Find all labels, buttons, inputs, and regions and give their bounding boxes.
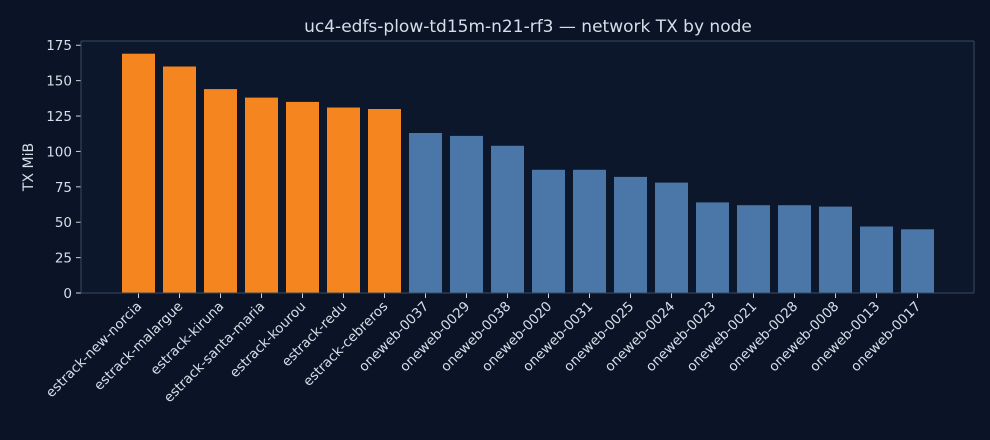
bar-estrack-kourou	[286, 101, 319, 294]
axes-frame	[80, 40, 975, 294]
y-tick-label-25: 25	[55, 251, 72, 267]
bar-estrack-new-norcia	[122, 53, 155, 294]
bar-oneweb-0017	[901, 229, 934, 293]
bar-oneweb-0031	[573, 169, 606, 293]
y-tick-label-100: 100	[46, 144, 72, 160]
bar-estrack-kiruna	[204, 89, 237, 293]
y-tick-label-50: 50	[55, 215, 72, 231]
bar-estrack-santa-maria	[245, 97, 278, 293]
bar-oneweb-0028	[778, 205, 811, 293]
bar-oneweb-0013	[860, 226, 893, 293]
y-ticks-group: 0 25 50 75 100 125 150 175	[46, 38, 81, 302]
y-axis-label: TX MiB	[21, 143, 37, 192]
bar-oneweb-0024	[655, 182, 688, 293]
bar-oneweb-0008	[819, 206, 852, 293]
chart-title: uc4-edfs-plow-td15m-n21-rf3 — network TX…	[304, 17, 752, 37]
bar-oneweb-0029	[450, 135, 483, 293]
y-tick-label-125: 125	[46, 109, 72, 125]
bar-oneweb-0020	[532, 169, 565, 293]
bar-oneweb-0021	[737, 205, 770, 293]
y-tick-label-75: 75	[55, 180, 72, 196]
bar-estrack-cebreros	[368, 109, 401, 293]
bar-oneweb-0025	[614, 176, 647, 293]
bars-group	[122, 53, 934, 294]
bar-estrack-malargue	[163, 66, 196, 293]
bar-estrack-redu	[327, 107, 360, 293]
bar-oneweb-0037	[409, 133, 442, 293]
y-tick-label-0: 0	[63, 286, 72, 302]
y-tick-label-175: 175	[46, 38, 72, 54]
bar-oneweb-0023	[696, 202, 729, 293]
y-tick-label-150: 150	[46, 74, 72, 90]
x-tick-label-estrack-kiruna: estrack-kiruna	[147, 299, 227, 379]
x-ticks-group: estrack-new-norciaestrack-malargueestrac…	[43, 293, 924, 406]
bar-oneweb-0038	[491, 145, 524, 293]
